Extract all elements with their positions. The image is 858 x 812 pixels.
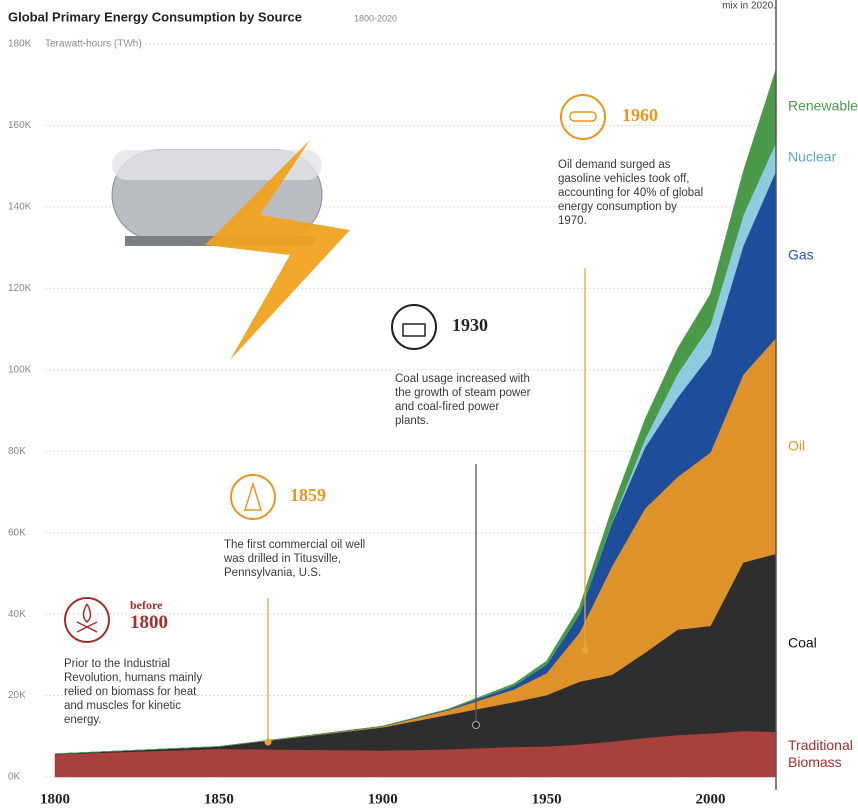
y-tick-label: 140K <box>8 202 32 213</box>
annotation-text: The first commercial oil well was drille… <box>224 539 366 579</box>
y-tick-label: 40K <box>8 609 26 620</box>
annotation-1800 <box>64 597 110 643</box>
x-tick-label: 1900 <box>368 791 398 807</box>
y-tick-label: 20K <box>8 690 26 701</box>
annotation-year: 1960 <box>622 105 658 125</box>
annotation-year: 1930 <box>452 315 488 335</box>
annotation-text: Prior to the Industrial Revolution, huma… <box>64 658 203 726</box>
chart-subtitle: 1800-2020 <box>354 13 397 23</box>
series-label: Oil <box>788 437 806 454</box>
x-tick-label: 1800 <box>40 791 70 807</box>
annotation-year: 1859 <box>290 485 326 505</box>
y-tick-label: 60K <box>8 527 26 538</box>
series-label: Gas <box>788 246 814 263</box>
series-label: Coal <box>788 634 817 651</box>
tank-illustration <box>111 140 350 360</box>
annotation-prefix: before <box>130 598 163 612</box>
annotation-1859 <box>230 474 276 746</box>
annotation-1960 <box>560 94 606 654</box>
annotation-year: 1800 <box>130 612 168 633</box>
annotation-text: Coal usage increased with the growth of … <box>395 373 531 427</box>
top-note: mix in 2020. <box>722 1 776 12</box>
x-tick-label: 1950 <box>532 791 562 807</box>
y-tick-label: 0K <box>8 772 21 783</box>
x-tick-label: 1850 <box>204 791 234 807</box>
chart-title: Global Primary Energy Consumption by Sou… <box>8 9 302 24</box>
y-tick-label: 100K <box>8 364 32 375</box>
x-tick-label: 2000 <box>695 791 725 807</box>
y-tick-label: 80K <box>8 446 26 457</box>
y-tick-label: 120K <box>8 283 32 294</box>
series-label: Traditional Biomass <box>788 737 853 771</box>
annotation-text: Oil demand surged as gasoline vehicles t… <box>558 159 704 227</box>
y-tick-label: 160K <box>8 120 32 131</box>
series-label: Nuclear <box>788 148 837 165</box>
y-tick-label: 180K <box>8 39 32 50</box>
annotation-1930 <box>391 304 480 729</box>
series-label: Renewable <box>788 97 858 114</box>
